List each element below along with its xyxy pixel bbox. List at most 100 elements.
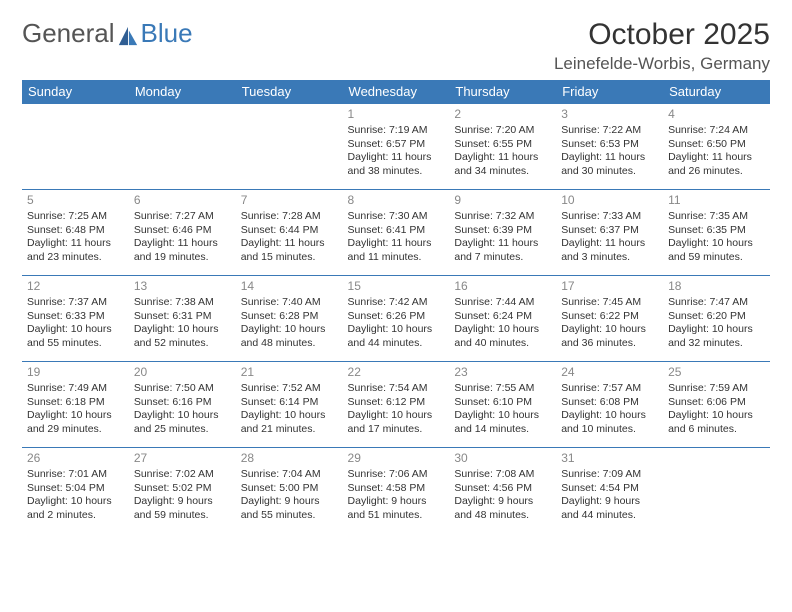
sunrise-line: Sunrise: 7:06 AM (348, 468, 445, 481)
daylight-line: Daylight: 10 hours and 52 minutes. (134, 323, 231, 350)
sunset-line: Sunset: 6:24 PM (454, 310, 551, 323)
day-cell: 7Sunrise: 7:28 AMSunset: 6:44 PMDaylight… (236, 190, 343, 276)
day-cell: 3Sunrise: 7:22 AMSunset: 6:53 PMDaylight… (556, 104, 663, 190)
day-cell: 11Sunrise: 7:35 AMSunset: 6:35 PMDayligh… (663, 190, 770, 276)
day-number: 6 (134, 193, 231, 208)
day-cell (236, 104, 343, 190)
day-cell: 5Sunrise: 7:25 AMSunset: 6:48 PMDaylight… (22, 190, 129, 276)
daylight-line: Daylight: 10 hours and 36 minutes. (561, 323, 658, 350)
day-cell: 30Sunrise: 7:08 AMSunset: 4:56 PMDayligh… (449, 448, 556, 534)
day-number: 26 (27, 451, 124, 466)
sunset-line: Sunset: 6:35 PM (668, 224, 765, 237)
sunset-line: Sunset: 6:18 PM (27, 396, 124, 409)
day-cell: 2Sunrise: 7:20 AMSunset: 6:55 PMDaylight… (449, 104, 556, 190)
day-number: 30 (454, 451, 551, 466)
day-header: Tuesday (236, 80, 343, 104)
calendar-page: General Blue October 2025 Leinefelde-Wor… (0, 0, 792, 544)
daylight-line: Daylight: 11 hours and 7 minutes. (454, 237, 551, 264)
sunrise-line: Sunrise: 7:20 AM (454, 124, 551, 137)
day-number: 7 (241, 193, 338, 208)
sunrise-line: Sunrise: 7:22 AM (561, 124, 658, 137)
daylight-line: Daylight: 10 hours and 25 minutes. (134, 409, 231, 436)
daylight-line: Daylight: 11 hours and 11 minutes. (348, 237, 445, 264)
day-cell: 6Sunrise: 7:27 AMSunset: 6:46 PMDaylight… (129, 190, 236, 276)
day-number: 15 (348, 279, 445, 294)
day-cell: 24Sunrise: 7:57 AMSunset: 6:08 PMDayligh… (556, 362, 663, 448)
day-number: 27 (134, 451, 231, 466)
calendar-table: Sunday Monday Tuesday Wednesday Thursday… (22, 80, 770, 534)
sunrise-line: Sunrise: 7:50 AM (134, 382, 231, 395)
sunset-line: Sunset: 6:44 PM (241, 224, 338, 237)
sunrise-line: Sunrise: 7:47 AM (668, 296, 765, 309)
day-number: 23 (454, 365, 551, 380)
sunrise-line: Sunrise: 7:45 AM (561, 296, 658, 309)
daylight-line: Daylight: 10 hours and 6 minutes. (668, 409, 765, 436)
sunrise-line: Sunrise: 7:25 AM (27, 210, 124, 223)
sunset-line: Sunset: 6:10 PM (454, 396, 551, 409)
day-cell: 25Sunrise: 7:59 AMSunset: 6:06 PMDayligh… (663, 362, 770, 448)
sunrise-line: Sunrise: 7:27 AM (134, 210, 231, 223)
sunrise-line: Sunrise: 7:49 AM (27, 382, 124, 395)
sail-icon (117, 23, 139, 45)
sunset-line: Sunset: 5:04 PM (27, 482, 124, 495)
day-cell: 14Sunrise: 7:40 AMSunset: 6:28 PMDayligh… (236, 276, 343, 362)
sunset-line: Sunset: 6:08 PM (561, 396, 658, 409)
day-number: 16 (454, 279, 551, 294)
day-cell: 20Sunrise: 7:50 AMSunset: 6:16 PMDayligh… (129, 362, 236, 448)
day-number: 2 (454, 107, 551, 122)
day-cell: 26Sunrise: 7:01 AMSunset: 5:04 PMDayligh… (22, 448, 129, 534)
day-header: Wednesday (343, 80, 450, 104)
day-cell: 28Sunrise: 7:04 AMSunset: 5:00 PMDayligh… (236, 448, 343, 534)
day-cell: 22Sunrise: 7:54 AMSunset: 6:12 PMDayligh… (343, 362, 450, 448)
daylight-line: Daylight: 10 hours and 29 minutes. (27, 409, 124, 436)
day-cell: 23Sunrise: 7:55 AMSunset: 6:10 PMDayligh… (449, 362, 556, 448)
daylight-line: Daylight: 10 hours and 32 minutes. (668, 323, 765, 350)
day-header: Friday (556, 80, 663, 104)
week-row: 26Sunrise: 7:01 AMSunset: 5:04 PMDayligh… (22, 448, 770, 534)
week-row: 1Sunrise: 7:19 AMSunset: 6:57 PMDaylight… (22, 104, 770, 190)
day-number: 18 (668, 279, 765, 294)
day-cell: 17Sunrise: 7:45 AMSunset: 6:22 PMDayligh… (556, 276, 663, 362)
daylight-line: Daylight: 10 hours and 40 minutes. (454, 323, 551, 350)
sunset-line: Sunset: 6:12 PM (348, 396, 445, 409)
week-row: 5Sunrise: 7:25 AMSunset: 6:48 PMDaylight… (22, 190, 770, 276)
week-row: 12Sunrise: 7:37 AMSunset: 6:33 PMDayligh… (22, 276, 770, 362)
daylight-line: Daylight: 9 hours and 44 minutes. (561, 495, 658, 522)
sunset-line: Sunset: 6:50 PM (668, 138, 765, 151)
sunset-line: Sunset: 6:06 PM (668, 396, 765, 409)
sunset-line: Sunset: 4:54 PM (561, 482, 658, 495)
day-cell (129, 104, 236, 190)
sunrise-line: Sunrise: 7:57 AM (561, 382, 658, 395)
sunrise-line: Sunrise: 7:32 AM (454, 210, 551, 223)
sunrise-line: Sunrise: 7:54 AM (348, 382, 445, 395)
header: General Blue October 2025 Leinefelde-Wor… (22, 18, 770, 74)
location: Leinefelde-Worbis, Germany (554, 54, 770, 74)
day-cell: 10Sunrise: 7:33 AMSunset: 6:37 PMDayligh… (556, 190, 663, 276)
day-cell (663, 448, 770, 534)
day-cell (22, 104, 129, 190)
sunset-line: Sunset: 6:20 PM (668, 310, 765, 323)
logo-text-2: Blue (141, 18, 193, 49)
day-number: 8 (348, 193, 445, 208)
day-number: 29 (348, 451, 445, 466)
daylight-line: Daylight: 10 hours and 10 minutes. (561, 409, 658, 436)
day-header: Sunday (22, 80, 129, 104)
sunrise-line: Sunrise: 7:08 AM (454, 468, 551, 481)
day-cell: 12Sunrise: 7:37 AMSunset: 6:33 PMDayligh… (22, 276, 129, 362)
logo-text-1: General (22, 18, 115, 49)
sunset-line: Sunset: 6:39 PM (454, 224, 551, 237)
sunset-line: Sunset: 6:16 PM (134, 396, 231, 409)
daylight-line: Daylight: 11 hours and 15 minutes. (241, 237, 338, 264)
daylight-line: Daylight: 9 hours and 55 minutes. (241, 495, 338, 522)
sunrise-line: Sunrise: 7:59 AM (668, 382, 765, 395)
sunrise-line: Sunrise: 7:09 AM (561, 468, 658, 481)
day-cell: 19Sunrise: 7:49 AMSunset: 6:18 PMDayligh… (22, 362, 129, 448)
daylight-line: Daylight: 9 hours and 48 minutes. (454, 495, 551, 522)
day-header: Thursday (449, 80, 556, 104)
day-cell: 18 Sunrise: 7:47 AMSunset: 6:20 PMDayligh… (663, 276, 770, 362)
sunset-line: Sunset: 6:41 PM (348, 224, 445, 237)
sunset-line: Sunset: 4:58 PM (348, 482, 445, 495)
sunrise-line: Sunrise: 7:35 AM (668, 210, 765, 223)
day-header: Saturday (663, 80, 770, 104)
sunset-line: Sunset: 6:53 PM (561, 138, 658, 151)
